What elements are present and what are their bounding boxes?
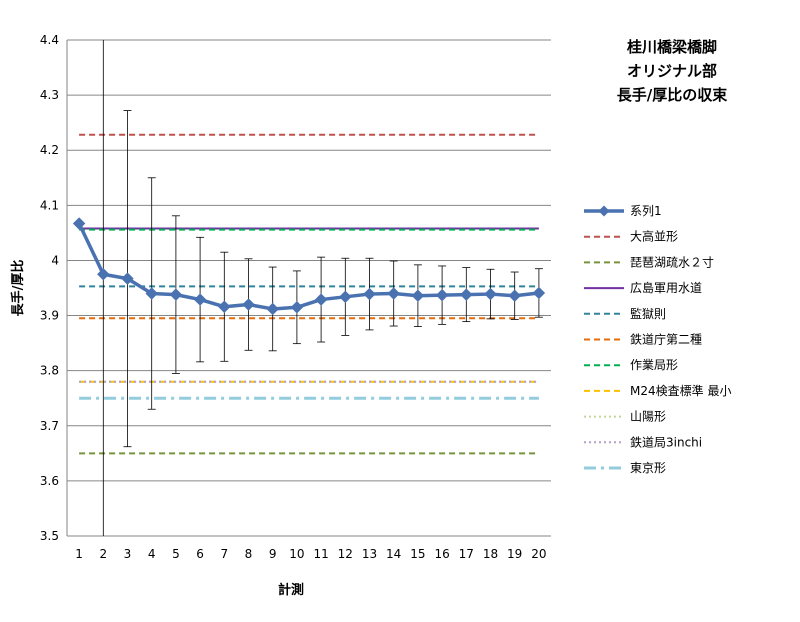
data-point — [145, 287, 158, 300]
y-axis-label: 長手/厚比 — [10, 260, 26, 317]
legend-item: 大高並形 — [584, 229, 678, 244]
legend-label: 広島軍用水道 — [630, 280, 702, 295]
data-point — [290, 301, 304, 314]
data-point — [508, 289, 521, 302]
y-tick-label: 4 — [51, 253, 59, 267]
x-tick-label: 16 — [434, 547, 449, 561]
x-tick-label: 15 — [410, 547, 425, 561]
legend-label: 山陽形 — [630, 410, 666, 424]
legend-marker — [598, 205, 610, 217]
legend-item: 広島軍用水道 — [584, 280, 702, 295]
x-tick-label: 6 — [196, 547, 204, 561]
legend-item: 琵琶湖疏水２寸 — [584, 254, 714, 269]
legend-label: 大高並形 — [630, 229, 678, 244]
data-point — [532, 286, 546, 300]
data-point — [97, 268, 110, 281]
legend-item: 東京形 — [584, 461, 666, 475]
x-tick-label: 12 — [338, 547, 353, 561]
y-tick-label: 3.8 — [40, 364, 59, 378]
x-tick-label: 20 — [531, 547, 546, 561]
data-point — [411, 289, 425, 302]
legend-label: 系列1 — [630, 204, 662, 218]
data-point — [169, 288, 183, 301]
chart-title-line: オリジナル部 — [627, 62, 717, 80]
gridlines — [67, 39, 551, 537]
x-tick-label: 7 — [220, 547, 228, 561]
x-axis-ticks: 1 2 3 4 5 6 7 8 9 10 11 12 13 14 15 16 17 18 19 20 — [75, 547, 546, 561]
legend-item: 作業局形 — [584, 358, 678, 372]
y-tick-label: 3.7 — [40, 419, 59, 433]
x-tick-label: 4 — [148, 547, 156, 561]
data-point — [193, 293, 207, 306]
data-point — [484, 287, 497, 301]
data-point — [314, 293, 328, 306]
legend-item: M24検査標準 最小 — [584, 383, 731, 398]
chart-title-line: 桂川橋梁橋脚 — [626, 38, 717, 56]
x-tick-label: 9 — [269, 547, 277, 561]
y-tick-label: 4.3 — [40, 88, 59, 102]
data-point — [435, 288, 449, 302]
data-point — [339, 290, 352, 304]
axes — [66, 40, 551, 537]
y-tick-label: 3.5 — [40, 529, 59, 543]
x-tick-label: 11 — [313, 547, 328, 561]
error-bars — [102, 40, 543, 536]
chart-title-line: 長手/厚比の収束 — [617, 86, 728, 104]
x-tick-label: 1 — [75, 547, 83, 561]
y-tick-label: 4.2 — [40, 143, 59, 157]
legend-label: 鉄道局3inchi — [630, 434, 702, 449]
data-point — [460, 288, 473, 301]
legend-label: 東京形 — [630, 461, 666, 475]
y-axis-ticks: 3.5 3.6 3.7 3.8 3.9 4 4.1 4.2 4.3 4.4 — [40, 33, 59, 543]
data-point — [387, 287, 400, 300]
data-point — [72, 217, 86, 230]
data-point — [363, 287, 376, 301]
x-tick-label: 3 — [124, 547, 132, 561]
data-point — [218, 300, 231, 313]
reference-lines — [79, 133, 539, 455]
legend-label: 鉄道庁第二種 — [630, 332, 702, 347]
x-tick-label: 2 — [99, 547, 107, 561]
x-tick-label: 17 — [459, 547, 474, 561]
legend-item: 鉄道庁第二種 — [584, 332, 702, 347]
data-point — [266, 302, 279, 316]
legend-item: 系列1 — [584, 204, 662, 218]
x-tick-label: 5 — [172, 547, 180, 561]
legend-label: 監獄則 — [630, 306, 666, 321]
x-tick-label: 14 — [386, 547, 401, 561]
x-tick-label: 18 — [483, 547, 498, 561]
y-tick-label: 4.4 — [40, 33, 59, 47]
legend-item: 鉄道局3inchi — [584, 434, 702, 449]
legend-label: M24検査標準 最小 — [630, 383, 731, 398]
legend-item: 山陽形 — [584, 410, 666, 424]
data-point — [242, 298, 255, 311]
legend-label: 琵琶湖疏水２寸 — [630, 254, 714, 269]
x-axis-label: 計測 — [278, 582, 304, 598]
x-tick-label: 13 — [362, 547, 377, 561]
y-tick-label: 4.1 — [40, 198, 59, 212]
data-point — [121, 272, 134, 285]
y-tick-label: 3.9 — [40, 309, 59, 323]
legend-label: 作業局形 — [630, 358, 678, 372]
x-tick-label: 19 — [507, 547, 522, 561]
legend-item: 監獄則 — [584, 306, 666, 321]
y-tick-label: 3.6 — [40, 474, 59, 488]
x-tick-label: 8 — [245, 547, 253, 561]
x-tick-label: 10 — [289, 547, 304, 561]
series-markers — [72, 217, 546, 316]
